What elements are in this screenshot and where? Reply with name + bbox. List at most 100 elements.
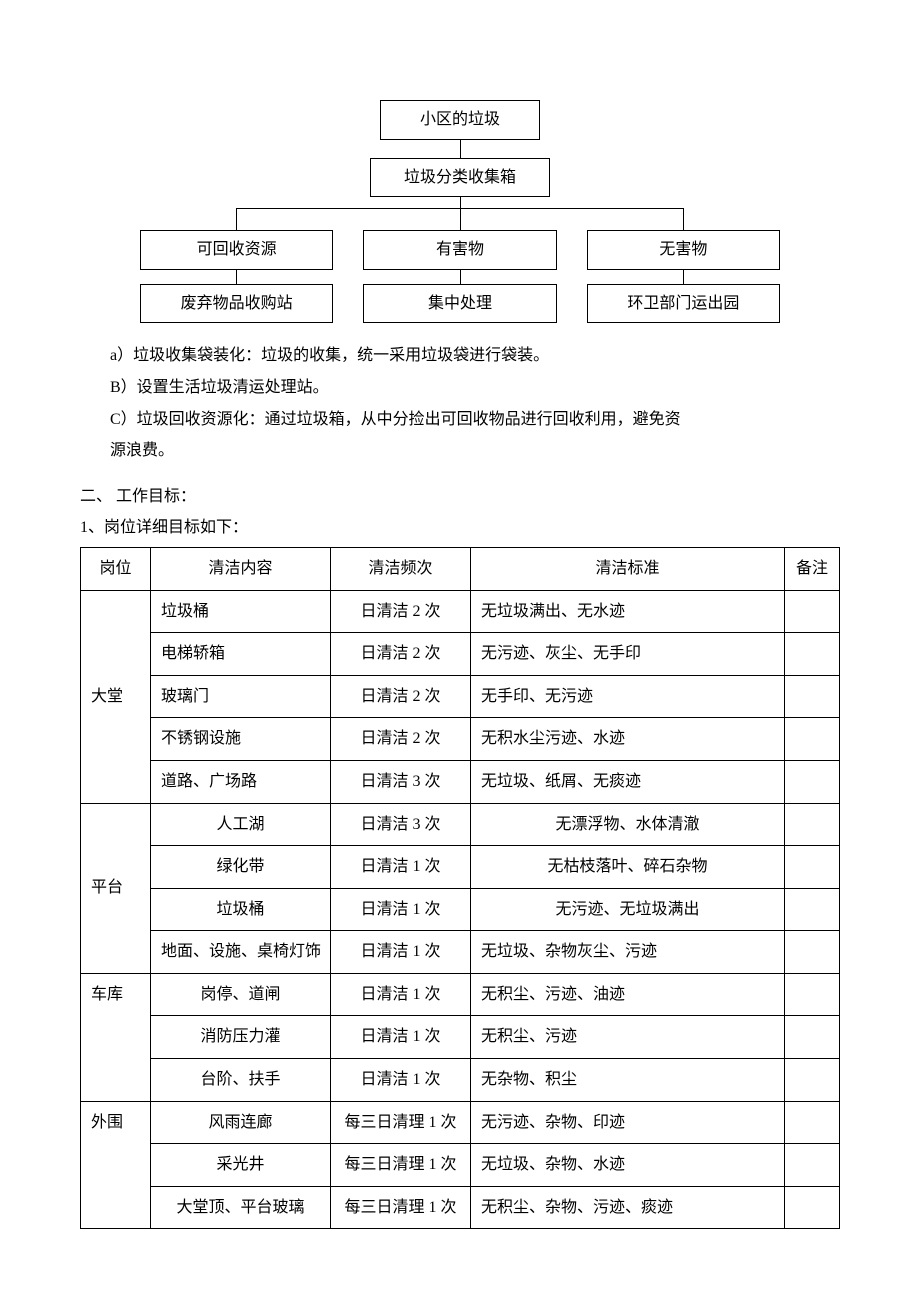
cell-std: 无垃圾、杂物灰尘、污迹 (471, 931, 785, 974)
cell-std: 无垃圾、杂物、水迹 (471, 1144, 785, 1187)
cell-freq: 日清洁 1 次 (331, 973, 471, 1016)
cell-freq: 日清洁 1 次 (331, 846, 471, 889)
cell-std: 无漂浮物、水体清澈 (471, 803, 785, 846)
cell-content: 消防压力灌 (151, 1016, 331, 1059)
cell-std: 无枯枝落叶、碎石杂物 (471, 846, 785, 889)
fc-connector (140, 270, 780, 284)
cell-std: 无垃圾、纸屑、无痰迹 (471, 760, 785, 803)
th-freq: 清洁频次 (331, 547, 471, 590)
table-row: 外围风雨连廊每三日清理 1 次无污迹、杂物、印迹 (81, 1101, 840, 1144)
cell-freq: 日清洁 1 次 (331, 888, 471, 931)
cell-std: 无积尘、污迹 (471, 1016, 785, 1059)
cell-content: 道路、广场路 (151, 760, 331, 803)
cell-freq: 每三日清理 1 次 (331, 1101, 471, 1144)
cell-post: 平台 (81, 803, 151, 973)
cell-content: 大堂顶、平台玻璃 (151, 1186, 331, 1229)
cell-content: 电梯轿箱 (151, 633, 331, 676)
table-header-row: 岗位 清洁内容 清洁频次 清洁标准 备注 (81, 547, 840, 590)
cell-std: 无积尘、污迹、油迹 (471, 973, 785, 1016)
table-row: 平台人工湖日清洁 3 次无漂浮物、水体清澈 (81, 803, 840, 846)
fc-node-harmless: 无害物 (587, 230, 780, 270)
cell-std: 无污迹、杂物、印迹 (471, 1101, 785, 1144)
cell-freq: 日清洁 3 次 (331, 760, 471, 803)
cell-remark (785, 803, 840, 846)
cell-remark (785, 633, 840, 676)
cell-content: 采光井 (151, 1144, 331, 1187)
th-remark: 备注 (785, 547, 840, 590)
cell-remark (785, 675, 840, 718)
cell-freq: 日清洁 2 次 (331, 718, 471, 761)
table-row: 车库岗停、道闸日清洁 1 次无积尘、污迹、油迹 (81, 973, 840, 1016)
th-content: 清洁内容 (151, 547, 331, 590)
flowchart: 小区的垃圾 垃圾分类收集箱 可回收资源 有害物 无害物 废弃物品收购站 集中处理… (140, 100, 780, 323)
table-row: 电梯轿箱日清洁 2 次无污迹、灰尘、无手印 (81, 633, 840, 676)
cell-content: 玻璃门 (151, 675, 331, 718)
cell-std: 无污迹、无垃圾满出 (471, 888, 785, 931)
th-post: 岗位 (81, 547, 151, 590)
fc-node-recyclable: 可回收资源 (140, 230, 333, 270)
table-row: 大堂顶、平台玻璃每三日清理 1 次无积尘、杂物、污迹、痰迹 (81, 1186, 840, 1229)
cell-remark (785, 1186, 840, 1229)
cell-post: 外围 (81, 1101, 151, 1229)
cell-std: 无垃圾满出、无水迹 (471, 590, 785, 633)
table-row: 大堂垃圾桶日清洁 2 次无垃圾满出、无水迹 (81, 590, 840, 633)
table-row: 不锈钢设施日清洁 2 次无积水尘污迹、水迹 (81, 718, 840, 761)
cell-content: 台阶、扶手 (151, 1059, 331, 1102)
cell-remark (785, 760, 840, 803)
th-std: 清洁标准 (471, 547, 785, 590)
cell-freq: 每三日清理 1 次 (331, 1144, 471, 1187)
cell-std: 无污迹、灰尘、无手印 (471, 633, 785, 676)
heading-2: 二、 工作目标： (80, 484, 840, 510)
subheading-1: 1、岗位详细目标如下： (80, 515, 840, 541)
fc-node-central-process: 集中处理 (363, 284, 556, 324)
description-paragraphs: a）垃圾收集袋装化：垃圾的收集，统一采用垃圾袋进行袋装。 B）设置生活垃圾清运处… (110, 343, 840, 463)
cell-freq: 日清洁 1 次 (331, 931, 471, 974)
para-c-line1: C）垃圾回收资源化：通过垃圾箱，从中分捡出可回收物品进行回收利用，避免资 (110, 407, 840, 433)
cell-freq: 日清洁 3 次 (331, 803, 471, 846)
table-row: 采光井每三日清理 1 次无垃圾、杂物、水迹 (81, 1144, 840, 1187)
cell-content: 绿化带 (151, 846, 331, 889)
fc-node-harmful: 有害物 (363, 230, 556, 270)
cell-remark (785, 931, 840, 974)
cell-remark (785, 1144, 840, 1187)
cell-freq: 日清洁 2 次 (331, 675, 471, 718)
fc-node-root: 小区的垃圾 (380, 100, 540, 140)
cell-std: 无杂物、积尘 (471, 1059, 785, 1102)
cell-remark (785, 590, 840, 633)
cell-content: 地面、设施、桌椅灯饰 (151, 931, 331, 974)
cell-content: 岗停、道闸 (151, 973, 331, 1016)
cell-remark (785, 888, 840, 931)
para-c-line2: 源浪费。 (110, 438, 840, 464)
cell-remark (785, 1101, 840, 1144)
table-row: 消防压力灌日清洁 1 次无积尘、污迹 (81, 1016, 840, 1059)
table-row: 道路、广场路日清洁 3 次无垃圾、纸屑、无痰迹 (81, 760, 840, 803)
cell-std: 无积尘、杂物、污迹、痰迹 (471, 1186, 785, 1229)
cell-freq: 日清洁 2 次 (331, 633, 471, 676)
cell-content: 人工湖 (151, 803, 331, 846)
fc-connector (140, 208, 780, 230)
cell-freq: 每三日清理 1 次 (331, 1186, 471, 1229)
cell-remark (785, 846, 840, 889)
table-row: 绿化带日清洁 1 次无枯枝落叶、碎石杂物 (81, 846, 840, 889)
cell-freq: 日清洁 1 次 (331, 1059, 471, 1102)
cell-post: 大堂 (81, 590, 151, 803)
fc-connector (460, 140, 461, 158)
fc-connector (460, 197, 461, 208)
table-row: 台阶、扶手日清洁 1 次无杂物、积尘 (81, 1059, 840, 1102)
table-row: 玻璃门日清洁 2 次无手印、无污迹 (81, 675, 840, 718)
cleaning-schedule-table: 岗位 清洁内容 清洁频次 清洁标准 备注 大堂垃圾桶日清洁 2 次无垃圾满出、无… (80, 547, 840, 1230)
cell-post: 车库 (81, 973, 151, 1101)
cell-std: 无手印、无污迹 (471, 675, 785, 718)
para-a: a）垃圾收集袋装化：垃圾的收集，统一采用垃圾袋进行袋装。 (110, 343, 840, 369)
fc-node-collect: 垃圾分类收集箱 (370, 158, 550, 198)
cell-remark (785, 1059, 840, 1102)
table-row: 地面、设施、桌椅灯饰日清洁 1 次无垃圾、杂物灰尘、污迹 (81, 931, 840, 974)
table-body: 大堂垃圾桶日清洁 2 次无垃圾满出、无水迹电梯轿箱日清洁 2 次无污迹、灰尘、无… (81, 590, 840, 1229)
para-b: B）设置生活垃圾清运处理站。 (110, 375, 840, 401)
cell-remark (785, 973, 840, 1016)
table-row: 垃圾桶日清洁 1 次无污迹、无垃圾满出 (81, 888, 840, 931)
section-headers: 二、 工作目标： 1、岗位详细目标如下： (80, 484, 840, 541)
cell-remark (785, 718, 840, 761)
cell-freq: 日清洁 2 次 (331, 590, 471, 633)
cell-freq: 日清洁 1 次 (331, 1016, 471, 1059)
